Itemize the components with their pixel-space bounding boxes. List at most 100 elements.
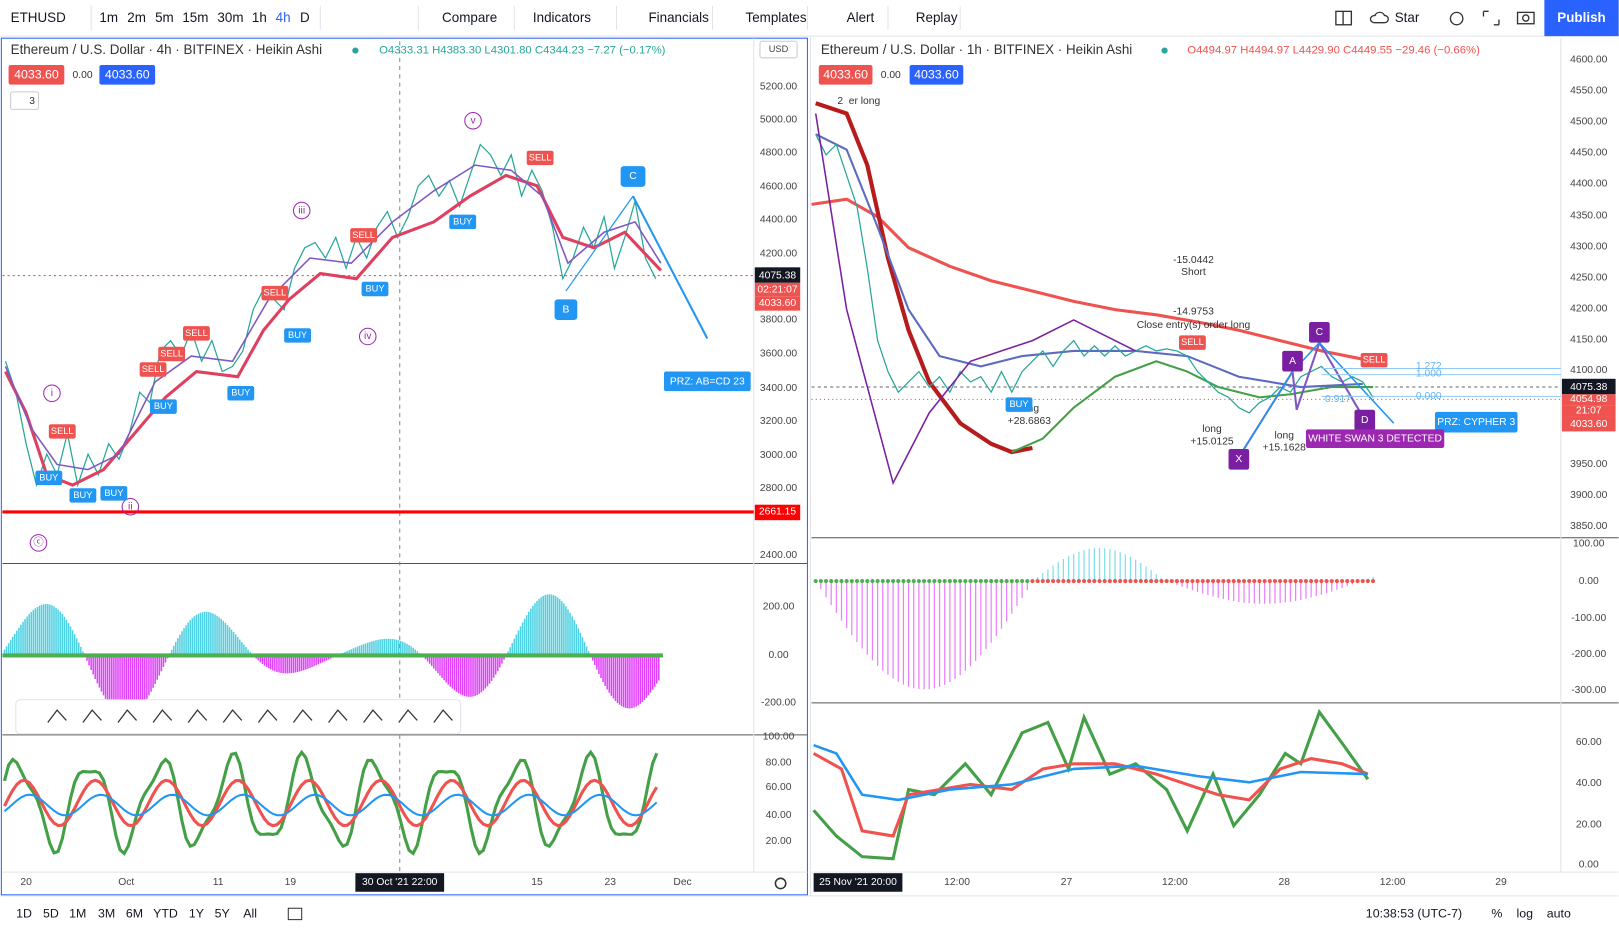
ask[interactable]: 4033.60 <box>105 68 150 82</box>
drawing-tool[interactable] <box>187 709 208 723</box>
drawing-tool[interactable] <box>433 709 453 723</box>
histogram-dot <box>1076 579 1081 584</box>
time-label: Dec <box>673 877 691 888</box>
interval[interactable]: 5m <box>155 10 174 25</box>
date-range-icon[interactable] <box>287 907 303 921</box>
right-osc-ticks: 100.00 0.00 -100.00 -200.00 -300.00 <box>1571 539 1606 697</box>
support-label: 2661.15 <box>759 507 797 518</box>
interval[interactable]: 1m <box>99 10 118 25</box>
histogram-dot <box>1081 579 1087 584</box>
range-button[interactable]: 1D <box>16 907 32 921</box>
signal-label: BUY <box>453 216 472 226</box>
drawing-tool[interactable] <box>292 709 313 723</box>
signal-box <box>526 150 554 166</box>
histogram-dot <box>999 579 1004 584</box>
drawing-tools <box>47 709 453 723</box>
bid[interactable]: 4033.60 <box>823 68 868 82</box>
fib-label: 0.917 <box>1325 394 1351 405</box>
bid-box[interactable] <box>818 65 873 85</box>
drawing-tool[interactable] <box>398 709 418 723</box>
range-button[interactable]: 6M <box>126 907 143 921</box>
histogram-dot <box>1159 579 1164 584</box>
toolbar-button[interactable]: Alert <box>847 10 875 25</box>
rsi-line <box>2 749 659 856</box>
drawing-tool[interactable] <box>117 709 138 723</box>
right-rsi <box>812 708 1370 861</box>
left-rsi <box>2 749 659 856</box>
drawing-tool[interactable] <box>328 709 348 723</box>
range-button[interactable]: 1M <box>69 907 86 921</box>
bid[interactable]: 4033.60 <box>14 68 59 82</box>
symbol[interactable]: ETHUSD <box>11 10 66 25</box>
histogram-dot <box>942 579 947 584</box>
histogram-dot <box>1133 579 1138 584</box>
range-button[interactable]: 5D <box>43 907 59 921</box>
ask-box[interactable] <box>909 65 964 85</box>
axis-label: 100.00 <box>763 732 795 743</box>
drawing-tool[interactable] <box>82 709 102 723</box>
interval[interactable]: D <box>300 10 310 25</box>
histogram-dot <box>1020 579 1025 584</box>
indicator-count[interactable]: 3 <box>29 96 35 107</box>
toolbar-button[interactable]: Financials <box>648 10 709 25</box>
histogram-dot <box>1288 579 1293 584</box>
drawing-tool[interactable] <box>222 709 243 723</box>
scale-option[interactable]: % <box>1491 907 1502 921</box>
drawing-tool[interactable] <box>152 709 173 723</box>
interval[interactable]: 2m <box>127 10 146 25</box>
currency[interactable]: USD <box>769 44 789 54</box>
histogram-dot <box>932 579 937 584</box>
range-button[interactable]: 1Y <box>189 907 204 921</box>
histogram-dot <box>1200 579 1205 584</box>
axis-label: -200.00 <box>1571 649 1606 660</box>
publish-label[interactable]: Publish <box>1557 10 1605 25</box>
bid-box[interactable] <box>8 65 65 85</box>
drawing-tool[interactable] <box>257 709 278 723</box>
ask[interactable]: 4033.60 <box>914 68 959 82</box>
histogram-dot <box>1360 579 1365 584</box>
axis-label: 4350.00 <box>1570 210 1608 221</box>
indicator-count[interactable]: 2 <box>837 96 843 107</box>
indicator-toggle[interactable] <box>10 91 40 110</box>
histogram-dot <box>1123 579 1128 584</box>
moving-average <box>815 133 1363 389</box>
drawing-tool[interactable] <box>47 709 67 723</box>
toolbar-button[interactable]: Templates <box>746 10 807 25</box>
histogram-dot <box>1252 579 1257 584</box>
publish-button[interactable] <box>1544 0 1619 37</box>
histogram-dot <box>1169 579 1174 584</box>
interval[interactable]: 30m <box>217 10 243 25</box>
ask-box[interactable] <box>99 65 156 85</box>
interval[interactable]: 1h <box>252 10 267 25</box>
axis-label: 2400.00 <box>760 550 798 561</box>
last-price: 4075.38 <box>1570 382 1608 393</box>
signal-box <box>183 326 210 341</box>
toolbar-button[interactable]: Indicators <box>533 10 591 25</box>
range-button[interactable]: 3M <box>98 907 115 921</box>
histogram-dot <box>865 579 870 584</box>
scale-option[interactable]: log <box>1516 907 1533 921</box>
scale-option[interactable]: auto <box>1547 907 1571 921</box>
histogram-dot <box>973 579 978 584</box>
histogram-dot <box>968 579 973 584</box>
range-button[interactable]: All <box>243 907 257 921</box>
drawing-tool[interactable] <box>363 709 383 723</box>
toolbar-button[interactable]: Compare <box>442 10 497 25</box>
histogram-dot <box>1154 579 1159 584</box>
right-header: Ethereum / U.S. Dollar · 1h · BITFINEX ·… <box>821 42 1132 57</box>
layout-name[interactable]: Star <box>1395 10 1420 25</box>
axis-label: 4250.00 <box>1570 272 1608 283</box>
histogram-dot <box>1164 579 1169 584</box>
prz-box <box>663 371 751 392</box>
toolbar-button[interactable]: Replay <box>916 10 958 25</box>
currency-box[interactable] <box>759 40 798 59</box>
settings-icon[interactable] <box>774 877 787 890</box>
interval[interactable]: 4h <box>276 10 291 25</box>
moving-average <box>811 197 1364 361</box>
histogram-dot <box>1195 579 1200 584</box>
range-button[interactable]: YTD <box>153 907 178 921</box>
interval[interactable]: 15m <box>182 10 208 25</box>
histogram-dot <box>1216 579 1221 584</box>
range-button[interactable]: 5Y <box>215 907 230 921</box>
